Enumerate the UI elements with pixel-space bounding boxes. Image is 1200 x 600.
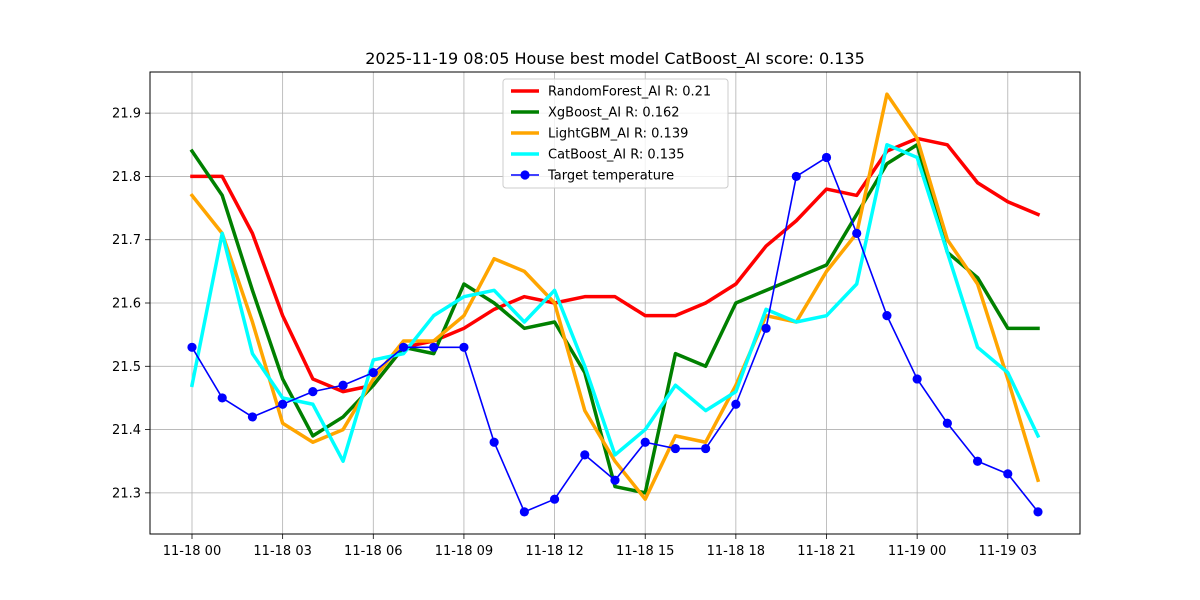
x-tick-label: 11-18 18 — [707, 544, 765, 559]
x-tick-label: 11-19 03 — [979, 544, 1037, 559]
legend-label: XgBoost_AI R: 0.162 — [548, 106, 680, 121]
y-axis: 21.3 21.4 21.5 21.6 21.7 21.8 21.9 — [112, 107, 150, 501]
x-tick-label: 11-18 21 — [797, 544, 855, 559]
data-point — [852, 228, 862, 238]
data-point — [278, 399, 288, 409]
y-tick-label: 21.7 — [112, 233, 141, 248]
legend-label: LightGBM_AI R: 0.139 — [548, 127, 688, 142]
data-point — [882, 311, 892, 321]
data-point — [731, 399, 741, 409]
x-tick-label: 11-18 00 — [163, 544, 221, 559]
y-tick-label: 21.5 — [112, 360, 141, 375]
series-line-catboost-ai-r-0-135 — [189, 143, 1041, 463]
y-tick-label: 21.4 — [112, 423, 141, 438]
data-point — [701, 443, 711, 454]
data-point — [821, 152, 832, 163]
x-tick-label: 11-18 09 — [435, 544, 493, 559]
data-point — [398, 342, 409, 352]
legend-label: CatBoost_AI R: 0.135 — [548, 148, 685, 163]
data-point — [791, 171, 801, 182]
legend-entry: Target temperature — [511, 169, 674, 184]
series-line-lightgbm-ai-r-0-139 — [189, 92, 1041, 501]
data-point — [187, 342, 197, 352]
series-line-xgboost-ai-r-0-162 — [189, 143, 1040, 495]
data-point — [912, 374, 922, 384]
legend-label: RandomForest_AI R: 0.21 — [548, 85, 711, 100]
x-tick-label: 11-18 15 — [616, 544, 674, 559]
data-point — [580, 450, 590, 460]
data-point — [972, 456, 983, 466]
data-point — [670, 443, 681, 454]
series-group — [187, 92, 1043, 517]
legend-box — [502, 78, 729, 189]
data-point — [1003, 469, 1013, 479]
plot-frame — [149, 71, 1081, 535]
x-tick-label: 11-18 12 — [525, 544, 583, 559]
legend-label: Target temperature — [547, 169, 674, 184]
data-point — [338, 380, 348, 390]
y-tick-label: 21.6 — [112, 297, 141, 312]
data-point — [1033, 507, 1043, 517]
data-point — [459, 342, 469, 352]
y-tick-label: 21.9 — [112, 107, 141, 122]
data-point — [610, 475, 620, 485]
data-point — [247, 412, 258, 422]
chart-title: 2025-11-19 08:05 House best model CatBoo… — [365, 49, 865, 69]
legend-entry: LightGBM_AI R: 0.139 — [511, 127, 688, 142]
data-point — [308, 387, 318, 397]
legend-marker — [520, 170, 530, 180]
legend: RandomForest_AI R: 0.21 XgBoost_AI R: 0.1… — [502, 78, 729, 189]
data-point — [640, 437, 650, 447]
legend-entry: RandomForest_AI R: 0.21 — [511, 85, 711, 100]
x-axis: 11-18 00 11-18 03 11-18 06 11-18 09 11-18 12… — [163, 534, 1037, 559]
data-point — [761, 323, 771, 333]
data-point — [368, 368, 378, 378]
data-point — [549, 494, 560, 504]
data-point — [429, 342, 439, 352]
data-point — [519, 507, 529, 517]
x-tick-label: 11-19 00 — [888, 544, 946, 559]
legend-entry: XgBoost_AI R: 0.162 — [511, 106, 680, 121]
x-tick-label: 11-18 06 — [344, 544, 402, 559]
data-point — [942, 418, 952, 428]
data-point — [217, 393, 227, 403]
x-tick-label: 11-18 03 — [253, 544, 311, 559]
y-tick-label: 21.3 — [112, 486, 141, 501]
y-tick-label: 21.8 — [112, 170, 141, 185]
data-point — [489, 437, 499, 447]
legend-entry: CatBoost_AI R: 0.135 — [511, 148, 685, 163]
